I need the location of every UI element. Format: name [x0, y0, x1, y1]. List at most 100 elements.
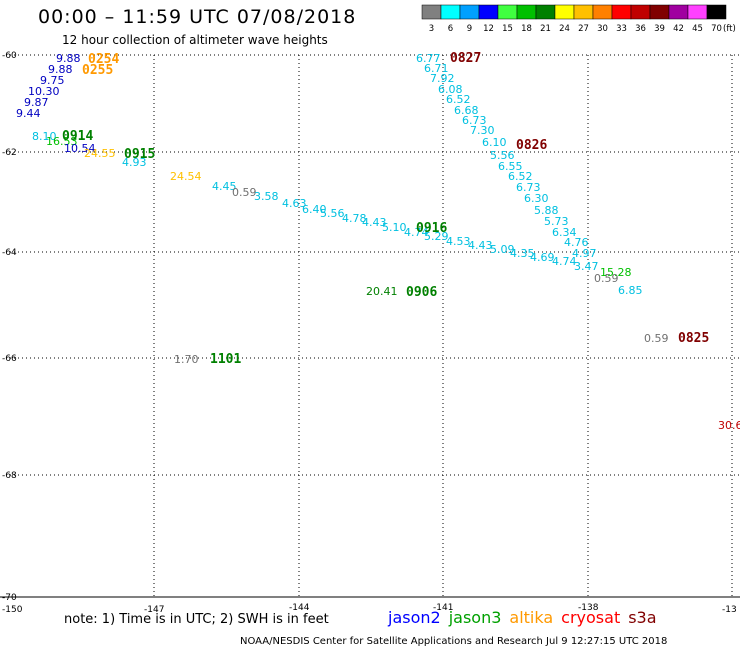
swh-value-label: 20.41 [366, 285, 398, 298]
swh-value-label: 6.34 [552, 226, 577, 239]
scale-label: 21 [540, 24, 551, 34]
swh-value-label: 4.76 [564, 236, 589, 249]
swh-value-label: 5.73 [544, 215, 569, 228]
pass-time-label: 0255 [82, 63, 113, 78]
pass-time-label: 0916 [416, 221, 447, 236]
swh-value-label: 8.10 [32, 130, 57, 143]
legend-altika: altika [509, 608, 554, 627]
pass-time-label: 0915 [124, 147, 155, 162]
scale-label: 39 [654, 24, 665, 34]
scale-label: 70 [711, 24, 722, 34]
swh-value-label: 6.73 [516, 181, 541, 194]
swh-value-label: 15.28 [600, 266, 632, 279]
scale-swatch [706, 4, 727, 20]
pass-time-label: 0906 [406, 285, 437, 300]
swh-value-label: 3.47 [574, 260, 599, 273]
wave-height-color-scale: 3 6 9 12 15 18 21 24 27 30 33 36 39 42 45 70 (ft) [421, 4, 736, 34]
legend-jason2: jason2 [388, 608, 441, 627]
swh-value-label: 4.35 [510, 247, 535, 260]
swh-value-label: 4.74 [404, 226, 429, 239]
swh-value-label: 9.87 [24, 96, 49, 109]
swh-value-label: 6.08 [438, 83, 463, 96]
swh-value-label: 4.69 [530, 251, 555, 264]
swh-value-label: 5.10 [382, 221, 407, 234]
lat-tick-label: -64 [2, 248, 17, 258]
scale-label: 18 [521, 24, 532, 34]
swh-value-label: 6.52 [446, 93, 471, 106]
swh-value-label: 24.54 [170, 170, 202, 183]
lon-tick-label: -138 [578, 603, 599, 613]
units-note: note: 1) Time is in UTC; 2) SWH is in fe… [64, 612, 329, 627]
lat-tick-label: -66 [2, 354, 17, 364]
lon-tick-label: -150 [2, 605, 23, 615]
swh-value-label: 16.53 [46, 135, 78, 148]
swh-value-label: 0.59 [644, 332, 669, 345]
legend-cryosat: cryosat [561, 608, 621, 627]
swh-value-label: 1.70 [174, 353, 199, 366]
scale-label: 24 [559, 24, 570, 34]
swh-value-label: 9.88 [56, 52, 81, 65]
swh-value-label: 4.53 [446, 235, 471, 248]
swh-value-label: 5.29 [424, 230, 449, 243]
swh-value-label: 24.55 [84, 147, 116, 160]
swh-value-label: 5.56 [320, 207, 345, 220]
swh-value-label: 10.30 [28, 85, 60, 98]
swh-value-label: 3.58 [254, 190, 279, 203]
swh-value-label: 6.55 [498, 160, 523, 173]
lat-tick-label: -68 [2, 471, 17, 481]
swh-value-label: 4.43 [362, 216, 387, 229]
scale-label: 45 [692, 24, 703, 34]
swh-value-label: 30.6 [718, 419, 740, 432]
swh-value-label: 5.09 [490, 243, 515, 256]
swh-value-label: 6.10 [482, 136, 507, 149]
swh-value-label: 6.71 [424, 62, 449, 75]
swh-value-label: 4.93 [122, 156, 147, 169]
scale-unit-label: (ft) [723, 24, 736, 34]
swh-value-label: 4.43 [468, 239, 493, 252]
scale-label: 3 [429, 24, 434, 34]
swh-value-label: 4.78 [342, 212, 367, 225]
satellite-legend: jason2 jason3 altika cryosat s3a [388, 608, 665, 627]
scale-label: 6 [448, 24, 453, 34]
scale-label: 9 [467, 24, 472, 34]
credit-footer: NOAA/NESDIS Center for Satellite Applica… [240, 636, 668, 647]
pass-time-label: 0826 [516, 138, 547, 153]
lon-tick-label: -147 [144, 605, 164, 615]
lon-tick-label: -141 [433, 603, 453, 613]
scale-label: 15 [502, 24, 513, 34]
swh-value-label: 6.52 [508, 170, 533, 183]
swh-value-label: 7.30 [470, 124, 495, 137]
swh-value-label: 0.59 [232, 186, 257, 199]
lat-tick-label: -60 [2, 51, 17, 61]
scale-label: 30 [597, 24, 608, 34]
swh-value-label: 5.88 [534, 204, 559, 217]
map-title: 00:00 – 11:59 UTC 07/08/2018 [38, 6, 357, 28]
pass-time-label: 0827 [450, 51, 481, 66]
scale-label: 27 [578, 24, 589, 34]
swh-value-label: 6.40 [302, 203, 327, 216]
swh-value-label: 10.54 [64, 142, 96, 155]
swh-value-label: 0.59 [594, 272, 619, 285]
swh-value-label: 6.85 [618, 284, 643, 297]
lon-tick-label: -13 [722, 605, 737, 615]
swh-value-label: 6.68 [454, 104, 479, 117]
legend-s3a: s3a [628, 608, 657, 627]
lat-tick-label: -62 [2, 148, 17, 158]
pass-time-label: 0825 [678, 331, 709, 346]
scale-label: 42 [673, 24, 684, 34]
swh-value-label: 6.77 [416, 52, 441, 65]
lat-tick-label: -70 [2, 593, 17, 603]
swh-value-label: 4.63 [282, 197, 307, 210]
swh-value-label: 6.73 [462, 114, 487, 127]
swh-value-label: 4.74 [552, 255, 577, 268]
swh-value-label: 5.56 [490, 149, 515, 162]
swh-value-label: 4.45 [212, 180, 237, 193]
swh-value-label: 6.30 [524, 192, 549, 205]
legend-jason3: jason3 [448, 608, 502, 627]
swh-value-label: 9.44 [16, 107, 41, 120]
swh-value-label: 7.92 [430, 72, 455, 85]
scale-label: 36 [635, 24, 646, 34]
lon-tick-label: -144 [289, 603, 310, 613]
swh-value-label: 4.97 [572, 247, 597, 260]
